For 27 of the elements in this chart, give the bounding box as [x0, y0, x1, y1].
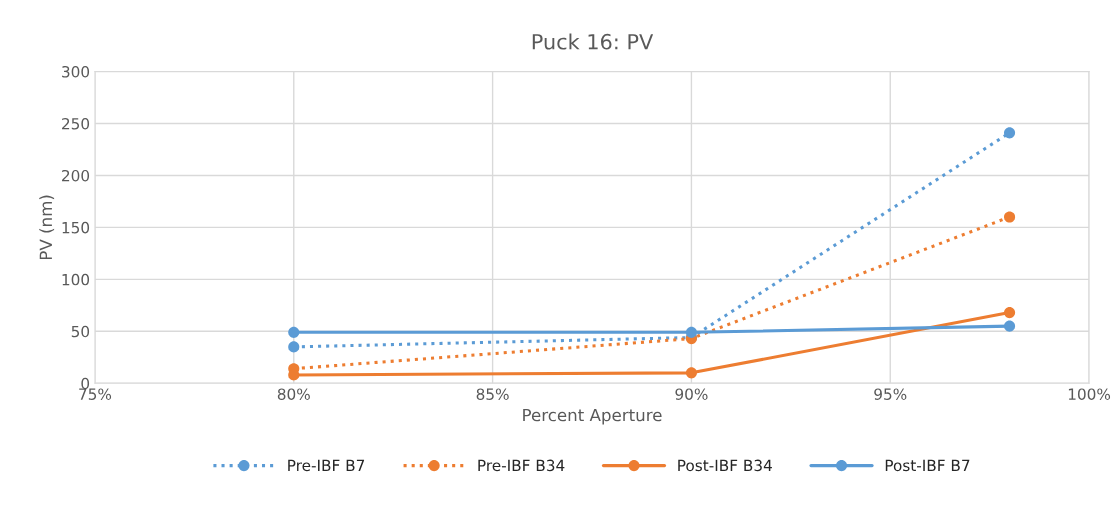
legend-label: Pre-IBF B7 [288, 459, 365, 472]
y-tick-label: 250 [62, 117, 90, 130]
y-tick-label: 100 [62, 273, 90, 286]
point [1003, 211, 1016, 223]
legend-label: Post-IBF B34 [678, 459, 772, 472]
y-axis-title: PV (nm) [39, 195, 55, 260]
point [685, 326, 697, 338]
y-tick-label: 200 [62, 169, 90, 182]
point [1003, 307, 1016, 319]
point [1003, 320, 1016, 332]
chart-title: Puck 16: PV [532, 33, 654, 50]
point [1003, 127, 1016, 139]
point [288, 341, 300, 353]
x-tick-label: 90% [675, 388, 708, 400]
point [685, 367, 697, 379]
y-tick-label: 150 [62, 221, 90, 234]
y-tick-label: 50 [71, 325, 90, 338]
x-tick-label: 100% [1068, 388, 1111, 400]
x-tick-label: 80% [277, 388, 310, 400]
legend-label: Pre-IBF B34 [478, 459, 565, 472]
legend-label: Post-IBF B7 [885, 459, 970, 472]
point [288, 326, 300, 338]
x-tick-label: 85% [476, 388, 509, 400]
x-tick-label: 95% [874, 388, 907, 400]
x-axis-title: Percent Aperture [523, 408, 662, 425]
y-tick-label: 300 [62, 66, 90, 78]
x-tick-label: 75% [79, 388, 112, 400]
